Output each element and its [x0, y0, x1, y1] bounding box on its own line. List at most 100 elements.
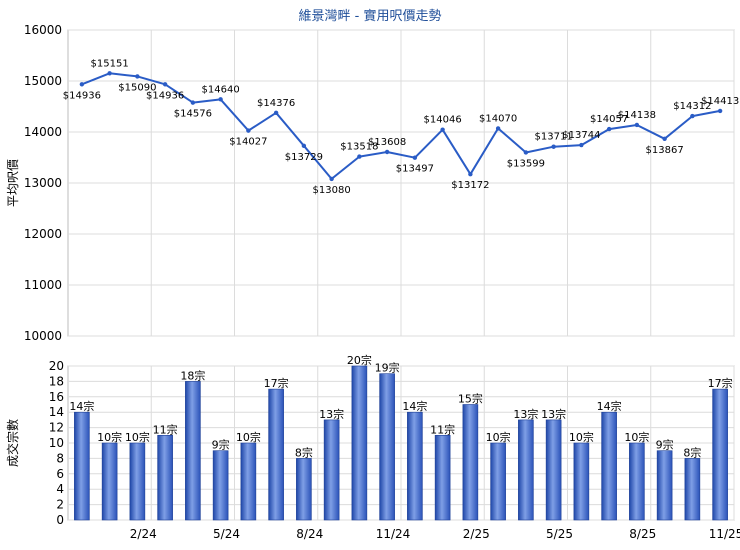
volume-data-label: 11宗 [153, 422, 178, 436]
price-point [190, 100, 196, 105]
volume-data-label: 10宗 [236, 430, 261, 444]
price-point [690, 113, 695, 119]
volume-data-label: 18宗 [180, 368, 205, 382]
volume-bar [268, 388, 284, 521]
price-point [329, 176, 334, 182]
price-data-label: $13172 [451, 180, 489, 191]
volume-bar [101, 442, 118, 521]
price-point [107, 71, 112, 76]
volume-tick-label: 10 [49, 436, 64, 450]
x-tick-label: 11/24 [376, 527, 411, 541]
price-data-label: $13497 [396, 164, 434, 175]
volume-data-label: 13宗 [513, 407, 538, 421]
volume-data-label: 10宗 [97, 430, 122, 444]
volume-bar [74, 411, 90, 521]
volume-tick-label: 0 [56, 513, 64, 527]
chart-title: 維景灣畔 - 實用呎價走勢 [299, 8, 442, 24]
volume-bar [684, 458, 701, 521]
volume-data-label: 19宗 [375, 361, 400, 375]
price-grid: 10000 11000 12000 13000 14000 15000 16000 [24, 23, 735, 343]
price-point [717, 108, 723, 114]
price-point [495, 126, 501, 131]
volume-bar [462, 404, 479, 521]
price-tick-label: 11000 [24, 278, 62, 292]
price-point [634, 122, 640, 128]
volume-bar [351, 365, 368, 521]
volume-tick-label: 4 [56, 482, 64, 496]
price-tick-label: 15000 [24, 74, 62, 88]
price-data-label: $13599 [507, 158, 545, 169]
volume-bar [157, 434, 173, 521]
volume-bar [323, 419, 340, 521]
price-point [135, 74, 140, 79]
volume-data-label: 10宗 [125, 430, 150, 444]
volume-data-label: 14宗 [402, 399, 427, 413]
volume-data-label: 10宗 [624, 430, 649, 444]
volume-bar [712, 388, 728, 521]
price-tick-label: 16000 [24, 23, 62, 37]
x-tick-label: 2/24 [130, 527, 157, 541]
volume-bar [518, 419, 534, 521]
x-tick-label: 2/25 [463, 527, 490, 541]
volume-tick-label: 8 [56, 451, 64, 465]
volume-bar [656, 450, 673, 521]
volume-tick-label: 14 [49, 405, 64, 419]
volume-data-label: 14宗 [597, 399, 622, 413]
price-series-line [81, 72, 721, 180]
volume-data-label: 11宗 [430, 422, 455, 436]
price-point [218, 97, 223, 102]
price-data-label: $13608 [368, 137, 406, 148]
price-data-label: $14576 [174, 109, 212, 120]
volume-tick-label: 6 [56, 467, 64, 481]
price-data-label: $14046 [424, 115, 462, 126]
volume-tick-label: 18 [49, 374, 64, 388]
price-data-label: $13729 [285, 152, 323, 163]
price-point [357, 154, 362, 159]
volume-data-label: 10宗 [569, 430, 594, 444]
volume-bar [185, 381, 201, 521]
price-axis-label: 平均呎價 [6, 159, 20, 207]
price-data-label: $14138 [618, 110, 656, 121]
price-tick-label: 14000 [24, 125, 62, 139]
price-point [606, 126, 612, 132]
price-point [246, 128, 251, 133]
volume-bar [212, 450, 229, 521]
price-point [440, 127, 445, 132]
volume-data-label: 15宗 [458, 392, 483, 406]
volume-data-label: 8宗 [683, 445, 701, 459]
volume-data-label: 14宗 [69, 399, 94, 413]
volume-bar [434, 434, 451, 521]
price-data-label: $13080 [313, 185, 351, 196]
price-point [523, 150, 529, 155]
x-tick-label: 5/25 [546, 527, 573, 541]
x-tick-label: 5/24 [213, 527, 240, 541]
price-point [301, 143, 307, 149]
price-tick-label: 10000 [24, 329, 62, 343]
volume-data-label: 9宗 [212, 438, 230, 452]
price-data-label: $13711 [535, 132, 573, 143]
price-data-label: $14070 [479, 113, 517, 124]
price-data-label: $14057 [590, 114, 628, 125]
volume-data-label: 10宗 [486, 430, 511, 444]
price-point [579, 142, 584, 148]
volume-bar [601, 411, 617, 521]
volume-tick-label: 16 [49, 390, 64, 404]
price-data-label: $13518 [340, 142, 378, 153]
price-point [551, 144, 556, 149]
price-point [79, 82, 85, 87]
price-data-label: $14312 [673, 101, 711, 112]
x-tick-label: 11/25 [709, 527, 740, 541]
price-point [662, 136, 667, 141]
price-data-label: $14027 [229, 137, 267, 148]
price-data-label: $14936 [146, 90, 184, 101]
volume-bar [296, 458, 312, 521]
price-tick-label: 12000 [24, 227, 62, 241]
price-data-label: $14936 [63, 90, 101, 101]
price-data-label: $13867 [646, 145, 684, 156]
volume-bar [240, 442, 257, 521]
price-point [468, 172, 473, 177]
